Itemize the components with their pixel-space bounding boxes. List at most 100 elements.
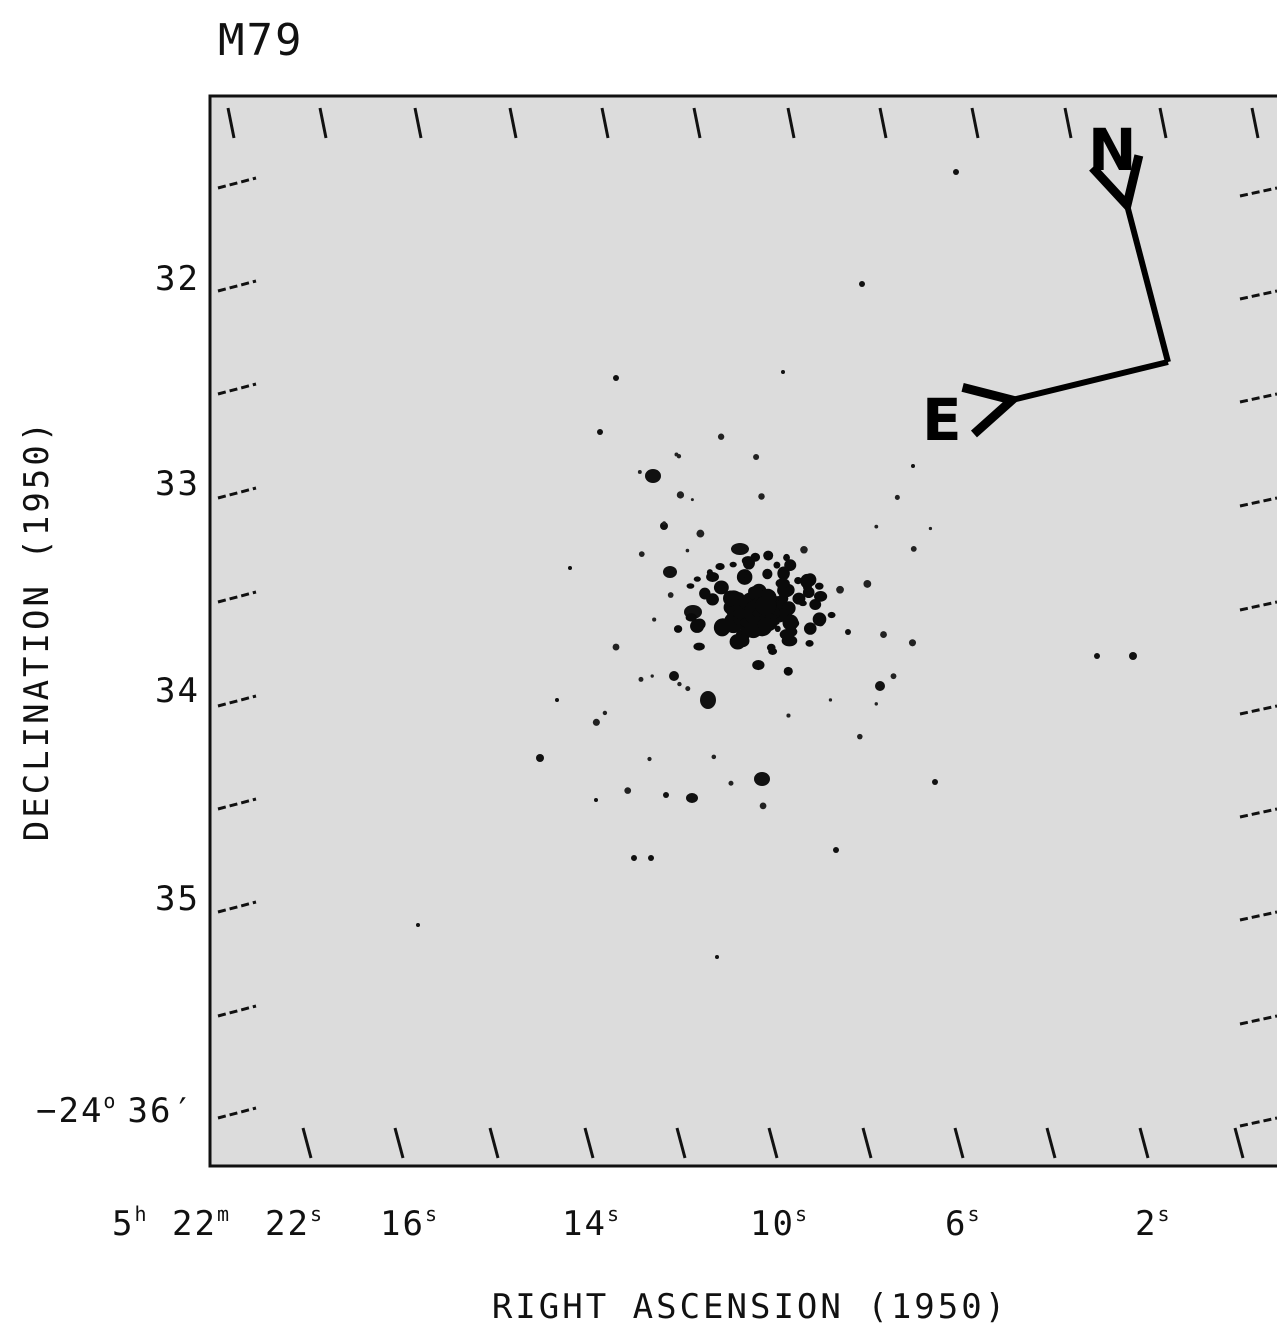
faint-star	[828, 698, 833, 702]
bottom-tick	[583, 1127, 595, 1159]
faint-star	[652, 617, 657, 622]
faint-star	[874, 524, 879, 529]
top-tick	[878, 107, 888, 139]
cluster-star	[686, 583, 695, 589]
unit: s	[425, 1202, 439, 1226]
faint-star	[786, 713, 791, 718]
star	[594, 798, 598, 802]
faint-star	[717, 433, 725, 440]
bottom-tick	[1138, 1127, 1150, 1159]
cluster-star	[744, 621, 763, 639]
cluster-star	[766, 643, 776, 652]
star	[781, 370, 785, 374]
faint-star	[759, 802, 767, 810]
right-tick	[1239, 186, 1277, 198]
cluster-star	[782, 614, 799, 631]
faint-star	[890, 673, 897, 680]
faint-star	[696, 529, 705, 538]
star	[686, 793, 698, 803]
faint-star	[602, 710, 608, 716]
x-tick-labels: 5h 22m 22s 16s 14s 10s 6s 2s	[112, 1202, 1170, 1244]
east-arrow	[1012, 359, 1169, 400]
faint-star	[728, 780, 734, 786]
y-corner-label: −24o 36′	[36, 1089, 195, 1131]
faint-star	[894, 494, 900, 500]
star	[669, 671, 679, 681]
cluster-star	[802, 582, 812, 592]
x-tick-label: 16s	[380, 1202, 439, 1244]
cluster-star	[748, 586, 763, 600]
top-tick	[786, 107, 796, 139]
degrees: −24	[36, 1091, 103, 1131]
bottom-tick	[767, 1127, 779, 1159]
star	[663, 566, 677, 578]
faint-star	[592, 718, 600, 726]
unit: s	[310, 1202, 324, 1226]
bottom-tick	[1045, 1127, 1057, 1159]
coordinate-ticks	[217, 107, 1277, 1159]
top-tick	[413, 107, 423, 139]
faint-star	[638, 551, 645, 558]
bottom-tick	[393, 1127, 405, 1159]
bottom-tick	[675, 1127, 687, 1159]
faint-star	[863, 580, 872, 588]
right-tick	[1239, 910, 1277, 922]
faint-star	[685, 548, 690, 553]
faint-star	[928, 526, 933, 531]
right-tick	[1239, 1014, 1277, 1026]
faint-star	[676, 491, 685, 499]
left-tick	[217, 486, 257, 500]
star	[859, 281, 865, 287]
cluster-star	[778, 608, 789, 618]
cluster-star	[729, 633, 746, 650]
faint-star	[836, 585, 844, 594]
y-tick-label: 32	[155, 259, 200, 299]
bottom-tick	[301, 1127, 313, 1159]
left-tick	[217, 1004, 257, 1018]
cluster-star	[693, 642, 705, 651]
faint-star	[612, 643, 620, 651]
cluster-star	[715, 562, 725, 571]
unit: s	[607, 1202, 621, 1226]
star	[932, 779, 938, 785]
cluster-star	[693, 576, 701, 582]
value: 2	[1135, 1204, 1157, 1244]
star	[911, 464, 915, 468]
right-tick	[1239, 807, 1277, 819]
cluster-star	[779, 628, 795, 640]
faint-star	[857, 733, 863, 740]
faint-star	[677, 681, 682, 687]
bottom-tick	[861, 1127, 873, 1159]
left-tick	[217, 797, 257, 811]
left-tick	[217, 1106, 257, 1120]
unit: m	[217, 1202, 231, 1226]
cluster-star	[752, 659, 765, 671]
star	[536, 754, 544, 762]
star	[754, 772, 770, 786]
bottom-tick	[953, 1127, 965, 1159]
faint-star	[624, 787, 632, 794]
cluster-star	[809, 599, 822, 611]
cluster-star	[783, 553, 790, 562]
star	[715, 955, 719, 959]
faint-star	[667, 592, 674, 598]
bottom-tick	[1233, 1127, 1245, 1159]
cluster-star	[699, 587, 711, 600]
cluster-star	[773, 561, 781, 569]
cluster-star	[783, 666, 793, 676]
degree-mark: o	[103, 1089, 117, 1113]
star	[1094, 653, 1100, 659]
cluster-star	[690, 619, 705, 633]
right-tick	[1239, 1116, 1277, 1128]
faint-star	[758, 493, 765, 500]
y-axis-title: DECLINATION (1950)	[17, 419, 57, 841]
star	[875, 681, 885, 691]
x-tick-label: 14s	[562, 1202, 621, 1244]
unit: s	[795, 1202, 809, 1226]
cluster-star	[750, 552, 761, 562]
y-tick-labels: 32 33 34 35 −24o 36′	[36, 259, 200, 1131]
faint-star	[685, 686, 691, 692]
star	[1129, 652, 1137, 660]
star	[568, 566, 572, 570]
